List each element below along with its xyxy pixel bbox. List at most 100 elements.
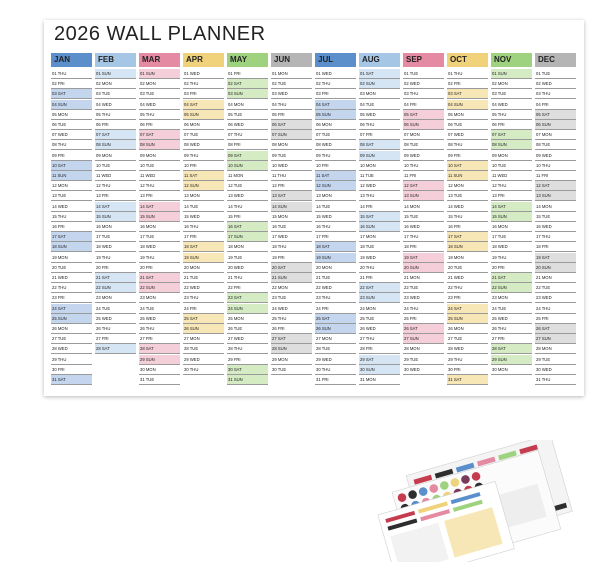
day-cell: 17 FRI (183, 232, 224, 243)
day-cell: 22 SAT (359, 283, 400, 294)
day-cell: 29 TUE (535, 355, 576, 365)
day-cell: 28 SAT (95, 344, 136, 355)
day-cell: 17 SUN (227, 232, 268, 243)
day-cell: 05 WED (359, 110, 400, 120)
month-column-jun: JUN 01 MON 02 TUE 03 WED 04 THU 05 FRI 06 SAT 0… (271, 53, 312, 393)
day-cell: 18 FRI (403, 242, 444, 253)
day-cell: 04 WED (139, 100, 180, 110)
day-cell: 19 SAT (403, 252, 444, 263)
day-cell: 29 WED (183, 355, 224, 365)
day-cell: 01 SUN (491, 69, 532, 79)
day-cell: 10 FRI (183, 161, 224, 171)
day-cell: 30 SAT (227, 364, 268, 375)
day-cell: 21 SAT (491, 273, 532, 283)
day-cell: 24 FRI (315, 304, 356, 314)
day-cell: 08 THU (51, 140, 92, 151)
day-cell: 01 THU (51, 69, 92, 79)
month-column-aug: AUG 01 SAT 02 SUN 03 MON 04 TUE 05 WED 06 THU 0… (359, 53, 400, 393)
day-cell: 31 TUE (139, 375, 180, 385)
day-cell: 02 WED (535, 79, 576, 90)
day-cell: 04 WED (491, 100, 532, 110)
day-cell: 30 SUN (359, 364, 400, 375)
day-cell: 08 WED (315, 140, 356, 151)
day-cell: 21 FRI (359, 273, 400, 283)
day-cell: 13 TUE (447, 191, 488, 202)
day-cell: 18 MON (227, 242, 268, 253)
day-cell: 29 SUN (491, 354, 532, 365)
day-cell: 20 MON (183, 263, 224, 273)
day-cell: 18 FRI (535, 242, 576, 253)
day-cell: 21 TUE (183, 273, 224, 283)
day-cell: 18 TUE (359, 242, 400, 253)
day-cell: 07 WED (51, 130, 92, 141)
day-cell: 22 SUN (491, 283, 532, 294)
day-cell: 29 THU (447, 355, 488, 365)
day-cell: 19 WED (359, 253, 400, 263)
day-cell: 10 SUN (227, 160, 268, 171)
month-column-oct: OCT 01 THU 02 FRI 03 SAT 04 SUN 05 MON 06 TUE 0… (447, 53, 488, 393)
day-cell: 19 FRI (271, 253, 312, 263)
day-cell: 01 FRI (227, 69, 268, 79)
day-cell: 18 WED (95, 242, 136, 253)
day-cell: 13 MON (183, 191, 224, 202)
months-grid: JAN 01 THU 02 FRI 03 SAT 04 SUN 05 MON 06 TUE 0… (51, 53, 579, 391)
day-cell: 24 THU (535, 304, 576, 314)
day-cell: 08 SAT (359, 140, 400, 151)
day-cell: 17 SAT (447, 232, 488, 243)
day-cell: 04 SUN (447, 99, 488, 110)
day-cell: 29 MON (271, 355, 312, 365)
day-cell: 11 WED (95, 171, 136, 181)
day-cell: 13 MON (315, 191, 356, 202)
day-cell: 18 SAT (183, 242, 224, 253)
day-cell: 09 THU (183, 151, 224, 161)
day-cell: 31 SAT (51, 375, 92, 385)
day-cell: 12 SAT (535, 181, 576, 192)
day-cell: 14 TUE (183, 202, 224, 212)
day-cell: 03 WED (271, 89, 312, 100)
wall-planner-poster: 2026 WALL PLANNER JAN 01 THU 02 FRI 03 SAT 0… (44, 20, 584, 396)
day-cell: 30 THU (315, 365, 356, 375)
day-cell: 20 SUN (535, 262, 576, 273)
day-cell: 04 SAT (183, 99, 224, 110)
day-cell: 01 SUN (95, 69, 136, 79)
day-cell: 24 SUN (227, 303, 268, 314)
sticker-sheets-image (377, 440, 573, 562)
day-cell: 27 WED (227, 334, 268, 345)
month-column-sep: SEP 01 TUE 02 WED 03 THU 04 FRI 05 SAT 06 SUN 0… (403, 53, 444, 393)
day-cell: 30 THU (183, 365, 224, 375)
day-cell: 08 FRI (227, 140, 268, 151)
day-cell: 05 SAT (403, 109, 444, 120)
day-cell: 19 THU (95, 253, 136, 263)
day-cell: 14 WED (447, 202, 488, 212)
day-cell: 09 SAT (227, 150, 268, 161)
day-cell: 01 THU (447, 69, 488, 79)
day-cell: 31 THU (535, 375, 576, 385)
day-cell: 22 TUE (535, 283, 576, 294)
day-cell: 07 WED (447, 130, 488, 141)
day-cell: 08 WED (183, 140, 224, 151)
day-cell: 06 SAT (271, 120, 312, 130)
day-cell: 08 TUE (535, 140, 576, 151)
day-cell: 23 SUN (359, 293, 400, 304)
day-cell: 10 TUE (491, 161, 532, 171)
day-cell: 14 TUE (315, 202, 356, 212)
day-cell: 30 WED (403, 365, 444, 375)
day-cell: 01 SUN (139, 69, 180, 79)
day-cell: 27 MON (183, 334, 224, 345)
day-cell: 22 MON (271, 283, 312, 294)
day-cell: 19 SUN (315, 252, 356, 263)
day-cell: 07 THU (227, 130, 268, 141)
day-cell: 25 SUN (51, 313, 92, 324)
day-cell: 05 FRI (271, 110, 312, 120)
day-cell: 19 TUE (227, 253, 268, 263)
day-cell: 16 MON (491, 222, 532, 232)
day-cell: 29 FRI (227, 355, 268, 365)
day-cell: 02 MON (139, 79, 180, 90)
day-cell: 08 THU (447, 140, 488, 151)
day-cell: 25 WED (491, 314, 532, 324)
day-cell: 31 SAT (447, 375, 488, 385)
day-cell: 29 THU (51, 355, 92, 365)
day-cell: 20 MON (315, 263, 356, 273)
day-cell: 20 FRI (139, 263, 180, 273)
day-cell: 26 WED (359, 324, 400, 334)
